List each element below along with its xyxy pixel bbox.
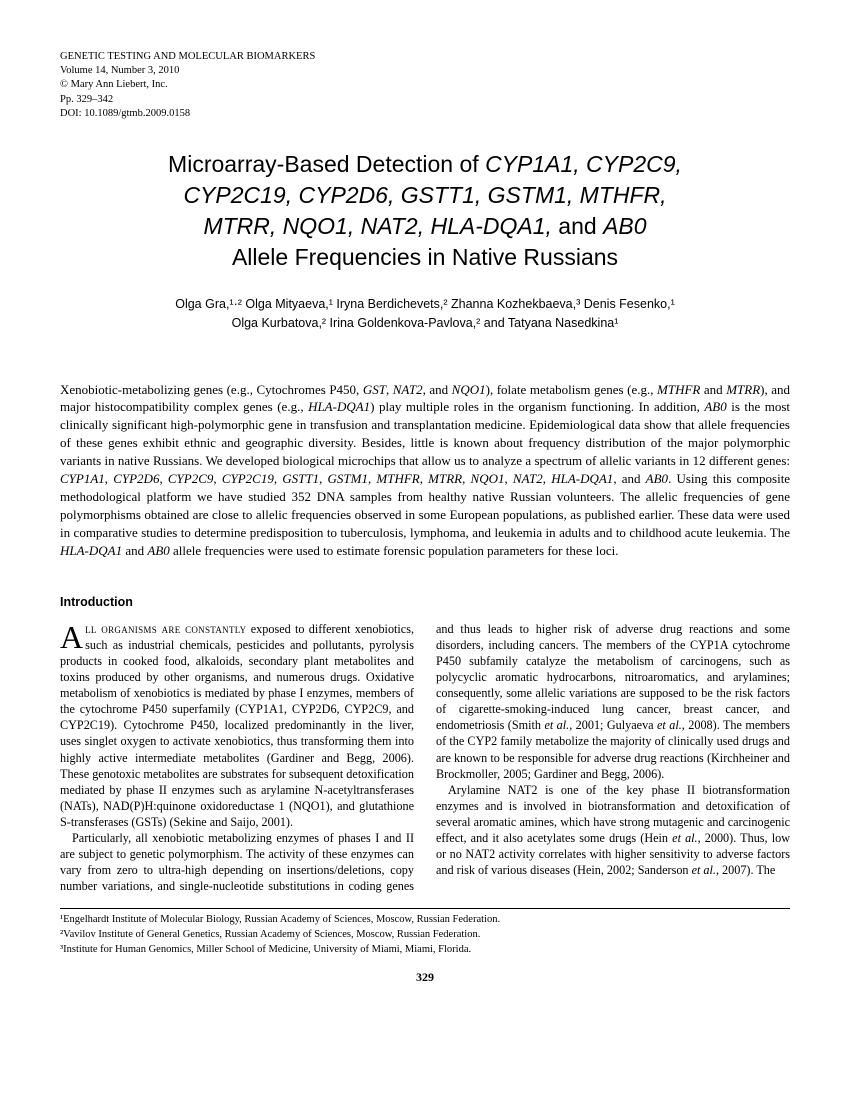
abstract: Xenobiotic-metabolizing genes (e.g., Cyt… [60, 381, 790, 560]
affiliations: ¹Engelhardt Institute of Molecular Biolo… [60, 908, 790, 957]
body-columns: All organisms are constantly exposed to … [60, 621, 790, 895]
journal-doi: DOI: 10.1089/gtmb.2009.0158 [60, 107, 790, 121]
journal-copyright: © Mary Ann Liebert, Inc. [60, 78, 790, 92]
affiliation-3: ³Institute for Human Genomics, Miller Sc… [60, 943, 790, 958]
section-heading-introduction: Introduction [60, 594, 790, 611]
authors-line-2: Olga Kurbatova,² Irina Goldenkova-Pavlov… [232, 316, 619, 330]
affiliation-1: ¹Engelhardt Institute of Molecular Biolo… [60, 913, 790, 928]
journal-volume: Volume 14, Number 3, 2010 [60, 64, 790, 78]
journal-pages: Pp. 329–342 [60, 93, 790, 107]
journal-header: GENETIC TESTING AND MOLECULAR BIOMARKERS… [60, 50, 790, 121]
authors-line-1: Olga Gra,¹·² Olga Mityaeva,¹ Iryna Berdi… [175, 297, 675, 311]
author-list: Olga Gra,¹·² Olga Mityaeva,¹ Iryna Berdi… [100, 295, 750, 333]
journal-name: GENETIC TESTING AND MOLECULAR BIOMARKERS [60, 50, 790, 64]
body-paragraph-3: Arylamine NAT2 is one of the key phase I… [436, 782, 790, 879]
page-number: 329 [60, 969, 790, 985]
dropcap: A [60, 621, 85, 650]
article-title: Microarray-Based Detection of CYP1A1, CY… [100, 149, 750, 273]
body-paragraph-1: All organisms are constantly exposed to … [60, 621, 414, 830]
affiliation-2: ²Vavilov Institute of General Genetics, … [60, 928, 790, 943]
